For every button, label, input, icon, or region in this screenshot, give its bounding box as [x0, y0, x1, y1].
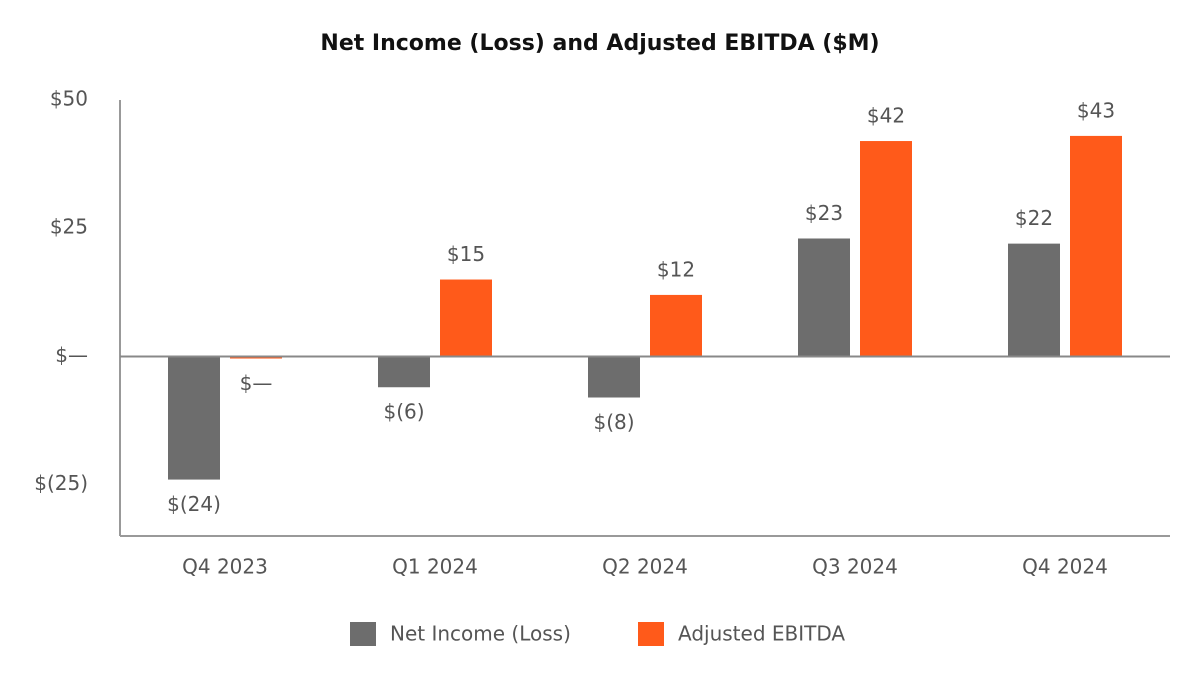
- value-label: $(8): [593, 410, 634, 434]
- value-label: $23: [805, 201, 843, 225]
- bar: [230, 356, 282, 359]
- bar: [1070, 135, 1122, 357]
- x-tick-label: Q3 2024: [812, 555, 898, 579]
- value-label: $(6): [383, 400, 424, 424]
- y-tick-label: $—: [55, 343, 88, 367]
- bar: [168, 356, 220, 480]
- bar: [798, 238, 850, 357]
- bar: [440, 279, 492, 357]
- legend-swatch: [350, 622, 376, 646]
- legend-label: Adjusted EBITDA: [678, 622, 845, 646]
- value-label: $22: [1015, 206, 1053, 230]
- y-tick-label: $25: [50, 215, 88, 239]
- value-label: $42: [867, 104, 905, 128]
- value-label: $—: [240, 371, 273, 395]
- bar: [378, 356, 430, 388]
- bar: [588, 356, 640, 398]
- value-label: $43: [1077, 98, 1115, 122]
- chart-title: Net Income (Loss) and Adjusted EBITDA ($…: [320, 31, 879, 56]
- legend-label: Net Income (Loss): [390, 622, 571, 646]
- bar: [650, 294, 702, 357]
- value-label: $12: [657, 257, 695, 281]
- x-tick-label: Q4 2024: [1022, 555, 1108, 579]
- x-tick-label: Q2 2024: [602, 555, 688, 579]
- x-tick-label: Q4 2023: [182, 555, 268, 579]
- bar: [860, 141, 912, 357]
- legend-swatch: [638, 622, 664, 646]
- bar: [1008, 243, 1060, 357]
- y-tick-label: $(25): [34, 471, 88, 495]
- x-tick-label: Q1 2024: [392, 555, 478, 579]
- value-label: $15: [447, 242, 485, 266]
- value-label: $(24): [167, 492, 221, 516]
- y-tick-label: $50: [50, 87, 88, 111]
